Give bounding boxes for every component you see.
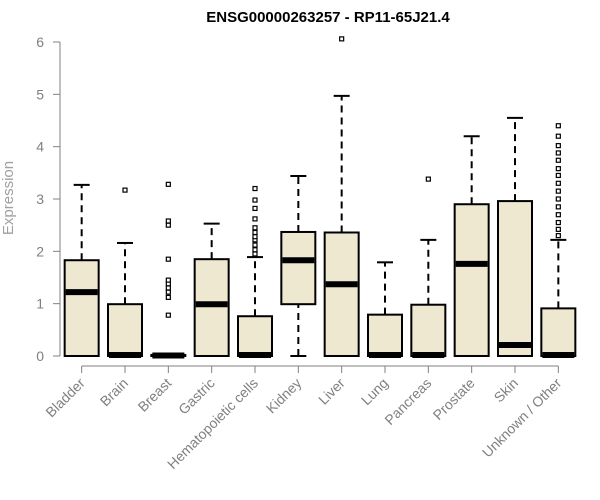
box-iqr xyxy=(410,303,447,358)
box-hematopoietic-cells xyxy=(237,185,273,358)
outlier-point xyxy=(252,185,258,192)
box-bladder xyxy=(63,183,100,358)
box-gastric xyxy=(193,222,230,357)
box-skin xyxy=(497,116,533,357)
box-prostate xyxy=(453,135,490,357)
x-tick-label: Breast xyxy=(135,375,175,415)
box-iqr xyxy=(107,303,143,358)
x-tick-label: Prostate xyxy=(430,375,478,423)
box-iqr xyxy=(193,258,230,357)
outlier-point xyxy=(555,150,561,156)
box-unknown-other xyxy=(540,123,577,358)
outlier-point xyxy=(555,226,561,232)
x-tick-label: Liver xyxy=(315,375,348,408)
outlier-point xyxy=(252,197,258,203)
outlier-point xyxy=(252,234,258,240)
box-kidney xyxy=(280,174,317,357)
outlier-point xyxy=(555,219,561,226)
outlier-point xyxy=(252,251,258,257)
box-iqr xyxy=(367,313,403,358)
box-lung xyxy=(367,261,403,358)
y-tick-label: 2 xyxy=(36,243,44,259)
outlier-point xyxy=(252,242,258,248)
outlier-point xyxy=(252,225,258,231)
outlier-point xyxy=(555,133,561,139)
outlier-point xyxy=(122,187,128,193)
x-tick-label: Bladder xyxy=(42,375,88,421)
y-tick-label: 5 xyxy=(36,86,44,102)
box-iqr xyxy=(453,203,490,357)
box-breast xyxy=(150,181,187,359)
x-tick-label: Lung xyxy=(358,375,391,408)
outlier-point xyxy=(555,123,561,129)
outlier-point xyxy=(555,188,561,194)
outlier-point xyxy=(555,157,561,163)
y-tick-label: 6 xyxy=(36,34,44,50)
outlier-point xyxy=(165,277,171,283)
box-iqr xyxy=(63,259,100,358)
box-series xyxy=(63,36,577,359)
outlier-point xyxy=(165,218,171,224)
outlier-point xyxy=(165,285,171,291)
outlier-point xyxy=(425,176,431,182)
box-iqr xyxy=(280,230,317,306)
box-iqr xyxy=(237,315,273,357)
outlier-point xyxy=(165,181,171,187)
outlier-point xyxy=(252,229,258,236)
x-tick-label: Brain xyxy=(97,375,131,409)
outlier-point xyxy=(165,294,171,300)
box-iqr xyxy=(323,231,360,357)
y-tick-label: 3 xyxy=(36,191,44,207)
box-liver xyxy=(323,36,360,357)
x-tick-label: Kidney xyxy=(263,375,305,417)
box-iqr xyxy=(497,200,533,357)
outlier-point xyxy=(165,289,171,295)
outlier-point xyxy=(555,204,561,210)
x-tick-label: Gastric xyxy=(175,375,218,418)
outlier-point xyxy=(555,143,561,149)
outlier-point xyxy=(555,166,561,172)
outlier-point xyxy=(555,233,561,239)
y-axis: 0 1 2 3 4 5 6 xyxy=(36,34,61,364)
y-axis-label: Expression xyxy=(0,161,17,235)
outlier-point xyxy=(165,222,171,228)
outlier-point xyxy=(555,196,561,202)
x-tick-label: Skin xyxy=(491,375,522,406)
outlier-point xyxy=(339,36,345,42)
x-tick-label: Pancreas xyxy=(381,375,434,428)
outlier-point xyxy=(165,256,171,262)
outlier-point xyxy=(252,216,258,222)
outlier-point xyxy=(555,212,561,218)
outlier-point xyxy=(252,205,258,212)
box-iqr xyxy=(540,307,577,358)
chart-title: ENSG00000263257 - RP11-65J21.4 xyxy=(206,9,450,26)
y-tick-label: 4 xyxy=(36,139,44,155)
y-tick-label: 0 xyxy=(36,348,44,364)
y-tick-label: 1 xyxy=(36,296,44,312)
outlier-point xyxy=(252,247,258,253)
outlier-point xyxy=(165,312,171,318)
box-brain xyxy=(107,187,143,358)
x-tick-label: Unknown / Other xyxy=(479,375,565,461)
outlier-point xyxy=(555,180,561,186)
outlier-point xyxy=(555,172,561,179)
box-pancreas xyxy=(410,176,447,358)
